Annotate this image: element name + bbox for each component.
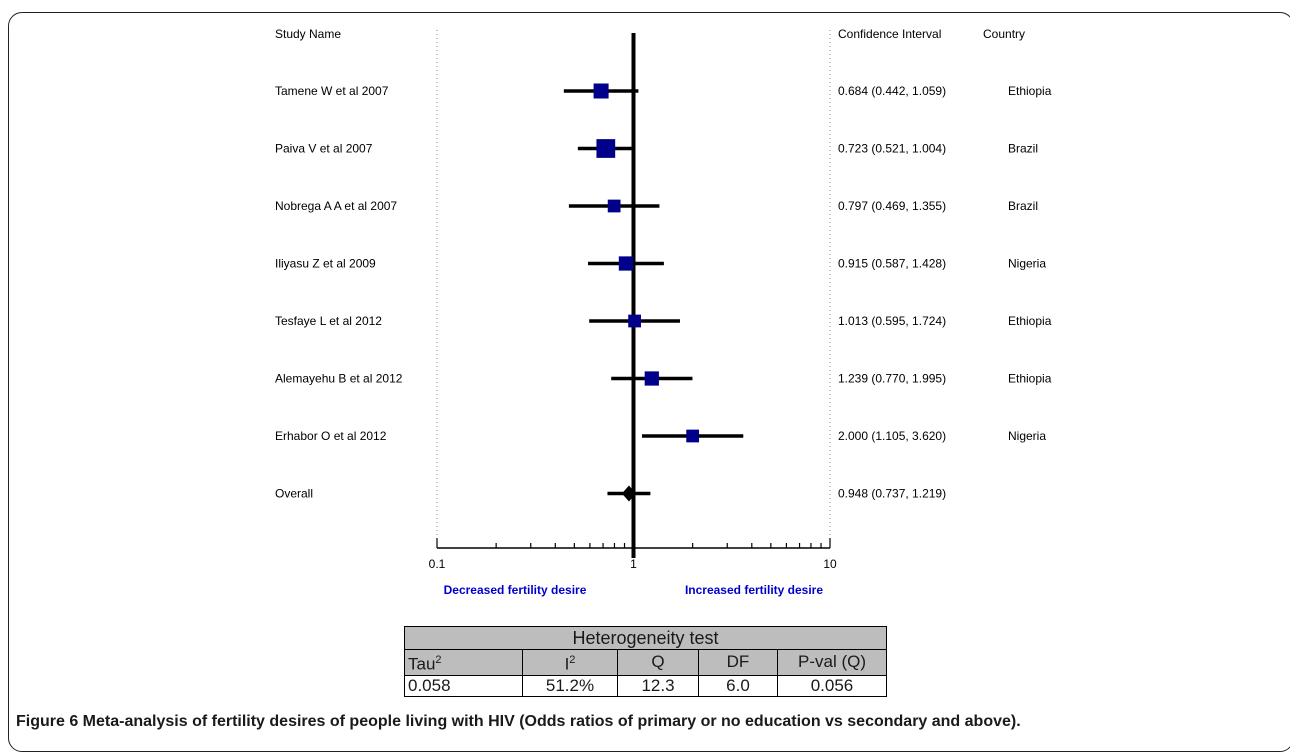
x-tick-label: 0.1 — [429, 557, 446, 571]
ci-header: Confidence Interval — [838, 27, 941, 41]
pval-header: P-val (Q) — [777, 649, 887, 676]
country-label: Nigeria — [1008, 429, 1046, 443]
heterogeneity-table: Heterogeneity test Tau2 I2 Q DF P-val (Q… — [404, 626, 887, 697]
figure-caption: Figure 6 Meta-analysis of fertility desi… — [16, 713, 1021, 731]
pval-value: 0.056 — [777, 674, 887, 697]
tau-header: Tau2 — [404, 649, 523, 676]
study-label: Alemayehu B et al 2012 — [275, 372, 403, 386]
heterogeneity-title: Heterogeneity test — [404, 626, 887, 650]
increased-label: Increased fertility desire — [685, 583, 823, 597]
country-label: Ethiopia — [1008, 372, 1052, 386]
ci-value: 2.000 (1.105, 3.620) — [838, 429, 946, 443]
overall-label: Overall — [275, 487, 313, 501]
i2-value: 51.2% — [522, 674, 618, 697]
ci-value: 0.684 (0.442, 1.059) — [838, 84, 946, 98]
country-label: Ethiopia — [1008, 84, 1052, 98]
ci-value: 1.239 (0.770, 1.995) — [838, 372, 946, 386]
tau-value: 0.058 — [404, 674, 523, 697]
study-label: Nobrega A A et al 2007 — [275, 199, 397, 213]
point-estimate — [628, 314, 641, 328]
caption-text: Meta-analysis of fertility desires of pe… — [78, 713, 1021, 730]
study-label: Iliyasu Z et al 2009 — [275, 257, 376, 271]
point-estimate — [607, 199, 621, 213]
point-estimate — [596, 139, 616, 158]
country-label: Brazil — [1008, 142, 1038, 156]
decreased-label: Decreased fertility desire — [444, 583, 587, 597]
country-label: Brazil — [1008, 199, 1038, 213]
q-value: 12.3 — [617, 674, 699, 697]
ci-value: 0.915 (0.587, 1.428) — [838, 257, 946, 271]
point-estimate — [686, 429, 700, 443]
country-label: Nigeria — [1008, 257, 1046, 271]
country-label: Ethiopia — [1008, 314, 1052, 328]
study-label: Erhabor O et al 2012 — [275, 429, 387, 443]
study-name-header: Study Name — [275, 27, 341, 41]
study-label: Tamene W et al 2007 — [275, 84, 389, 98]
overall-ci-value: 0.948 (0.737, 1.219) — [838, 487, 946, 501]
overall-diamond — [621, 485, 636, 502]
forest-plot: Study Name Confidence Interval Country Tame… — [275, 27, 1052, 597]
caption-label: Figure 6 — [16, 713, 79, 730]
x-tick-label: 10 — [823, 557, 837, 571]
ci-value: 0.797 (0.469, 1.355) — [838, 199, 946, 213]
ci-value: 0.723 (0.521, 1.004) — [838, 142, 946, 156]
point-estimate — [593, 83, 609, 99]
point-estimate — [644, 371, 659, 386]
i2-header: I2 — [522, 649, 618, 676]
df-value: 6.0 — [698, 674, 778, 697]
country-header: Country — [983, 27, 1025, 41]
x-tick-label: 1 — [630, 557, 637, 571]
point-estimate — [618, 256, 634, 271]
df-header: DF — [698, 649, 778, 676]
ci-value: 1.013 (0.595, 1.724) — [838, 314, 946, 328]
study-label: Paiva V et al 2007 — [275, 142, 373, 156]
q-header: Q — [617, 649, 699, 676]
study-label: Tesfaye L et al 2012 — [275, 314, 382, 328]
